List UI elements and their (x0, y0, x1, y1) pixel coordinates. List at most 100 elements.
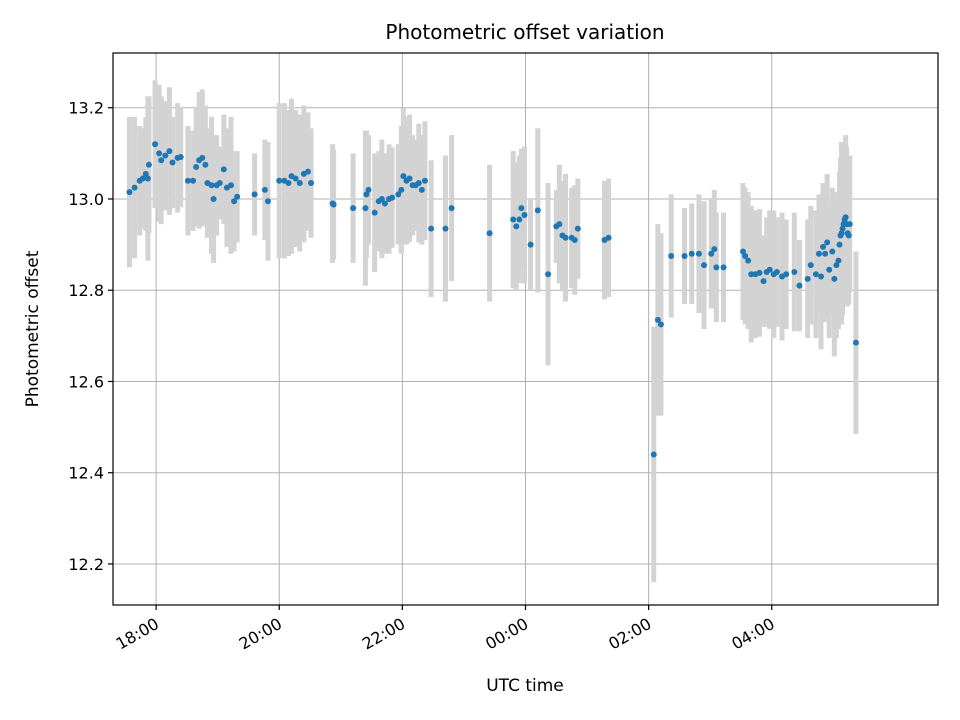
data-point (308, 180, 315, 187)
data-point (818, 273, 825, 280)
data-point (654, 316, 661, 323)
y-tick-label: 13.0 (68, 190, 104, 209)
data-point (184, 177, 191, 184)
data-point (162, 152, 169, 159)
data-points (126, 141, 859, 458)
data-point (605, 234, 612, 241)
data-point (208, 182, 215, 189)
data-point (156, 150, 163, 157)
data-point (766, 266, 773, 273)
data-point (251, 191, 258, 198)
data-point (330, 201, 337, 208)
data-point (740, 248, 747, 255)
data-point (486, 230, 493, 237)
data-point (202, 161, 209, 168)
data-point (534, 207, 541, 214)
data-point (389, 194, 396, 201)
data-point (807, 262, 814, 269)
data-point (713, 264, 720, 271)
data-point (815, 250, 822, 257)
y-tick-label: 13.2 (68, 99, 104, 118)
data-point (285, 180, 292, 187)
data-point (773, 268, 780, 275)
data-point (304, 168, 311, 175)
chart-title: Photometric offset variation (385, 20, 664, 44)
data-point (400, 173, 407, 180)
data-point (350, 205, 357, 212)
data-point (139, 175, 146, 182)
data-point (657, 321, 664, 328)
data-point (742, 253, 749, 260)
data-point (835, 257, 842, 264)
data-point (822, 250, 829, 257)
data-point (177, 154, 184, 161)
data-point (748, 271, 755, 278)
data-point (169, 159, 176, 166)
data-point (395, 191, 402, 198)
data-point (398, 186, 405, 193)
data-point (220, 166, 227, 173)
data-point (378, 195, 385, 202)
data-point (545, 271, 552, 278)
data-point (292, 175, 299, 182)
data-point (842, 214, 849, 221)
data-point (145, 161, 152, 168)
y-tick-label: 12.6 (68, 372, 104, 391)
y-tick-label: 12.8 (68, 281, 104, 300)
data-point (142, 170, 149, 177)
data-point (852, 339, 859, 346)
data-point (574, 225, 581, 232)
data-point (829, 248, 836, 255)
data-point (428, 225, 435, 232)
data-point (668, 253, 675, 260)
data-point (708, 250, 715, 257)
data-point (831, 275, 838, 282)
data-point (846, 221, 853, 228)
data-point (571, 237, 578, 244)
data-point (701, 262, 708, 269)
data-point (371, 209, 378, 216)
data-point (442, 225, 449, 232)
data-point (363, 191, 370, 198)
data-point (695, 250, 702, 257)
data-point (791, 268, 798, 275)
data-point (556, 221, 563, 228)
data-point (144, 175, 151, 182)
data-point (760, 278, 767, 285)
data-point (362, 205, 369, 212)
data-point (190, 177, 197, 184)
data-point (231, 198, 238, 205)
data-point (826, 266, 833, 273)
y-axis-ticks: 12.2 12.4 12.6 12.8 13.0 13.2 (68, 99, 113, 574)
data-point (650, 451, 657, 458)
data-point (745, 257, 752, 264)
data-point (783, 271, 790, 278)
data-point (756, 269, 763, 276)
data-point (720, 264, 727, 271)
data-point (845, 232, 852, 239)
data-point (261, 186, 268, 193)
data-point (688, 250, 695, 257)
y-tick-label: 12.4 (68, 464, 104, 483)
data-point (838, 230, 845, 237)
data-point (711, 246, 718, 253)
data-point (836, 241, 843, 248)
data-point (518, 205, 525, 212)
data-point (421, 177, 428, 184)
x-axis-label: UTC time (486, 676, 564, 696)
data-point (527, 241, 534, 248)
data-point (796, 282, 803, 289)
data-point (193, 164, 200, 171)
data-point (210, 195, 217, 202)
data-point (264, 198, 271, 205)
data-point (365, 186, 372, 193)
data-point (234, 193, 241, 200)
data-point (681, 253, 688, 260)
y-axis-label: Photometric offset (23, 250, 43, 407)
data-point (418, 186, 425, 193)
data-point (126, 189, 133, 196)
data-point (415, 180, 422, 187)
data-point (833, 262, 840, 269)
data-point (131, 184, 138, 191)
